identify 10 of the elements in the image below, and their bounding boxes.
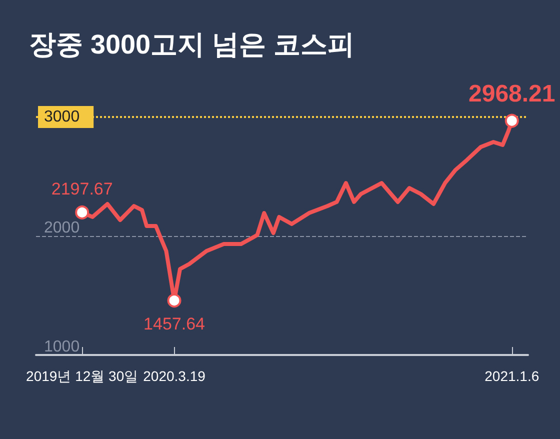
y-tick-label: 2000 — [44, 220, 80, 236]
x-tick-label: 2020.3.19 — [143, 368, 206, 384]
annotation: 2197.67 — [51, 179, 113, 198]
x-tick-label: 2019년 12월 30일 — [26, 368, 138, 384]
x-tick-label: 2021.1.6 — [484, 368, 540, 384]
chart-title: 장중 3000고지 넘은 코스피 — [29, 30, 355, 60]
annotation: 1457.64 — [144, 314, 205, 334]
ref-line-label: 3000 — [44, 108, 80, 126]
y-tick-label: 1000 — [44, 338, 80, 356]
annotation: 2968.21 — [468, 80, 556, 108]
